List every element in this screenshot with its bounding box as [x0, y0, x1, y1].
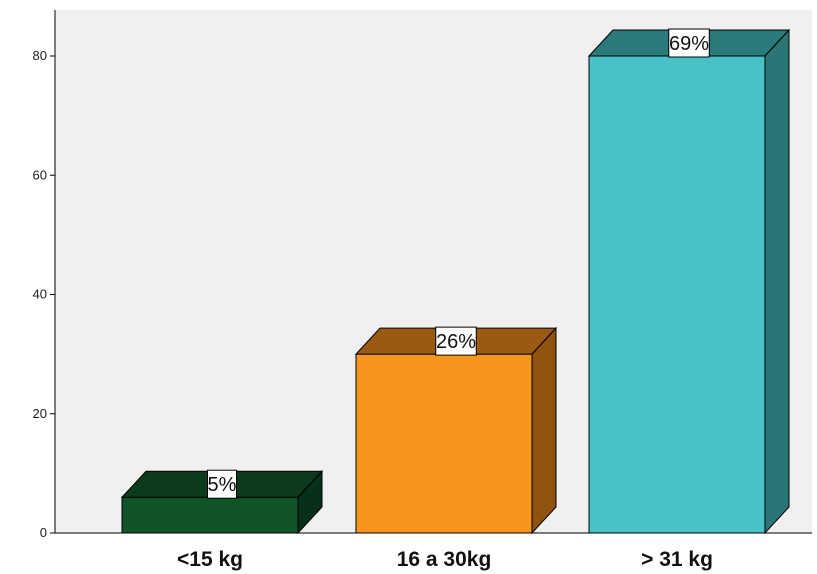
data-label-text: 69%: [669, 33, 709, 55]
y-tick-label: 20: [33, 406, 47, 421]
bar-side: [764, 28, 790, 535]
data-label-text: 5%: [208, 474, 237, 496]
bar: [587, 28, 791, 535]
bar: [354, 326, 558, 535]
data-label-box: [435, 326, 477, 356]
data-label: 26%: [435, 326, 477, 356]
data-label: 69%: [668, 28, 710, 58]
bar-side: [297, 469, 323, 535]
bar-front: [588, 55, 766, 534]
data-label: 5%: [207, 469, 237, 499]
bar-front: [121, 496, 299, 534]
y-tick-label: 0: [40, 525, 47, 540]
labels: 5% <15 kg 26% 16 a 30kg 69% > 31 kg: [177, 28, 713, 571]
bar-side: [531, 326, 557, 535]
bar-front: [355, 353, 533, 534]
x-tick-label: > 31 kg: [641, 548, 713, 571]
y-tick-label: 80: [33, 48, 47, 63]
data-label-box: [668, 28, 710, 58]
x-tick-label: 16 a 30kg: [397, 548, 492, 571]
y-tick-label: 40: [33, 287, 47, 302]
y-tick-label: 60: [33, 167, 47, 182]
data-label-box: [207, 469, 237, 499]
data-label-text: 26%: [436, 331, 476, 353]
x-tick-label: <15 kg: [177, 548, 243, 571]
